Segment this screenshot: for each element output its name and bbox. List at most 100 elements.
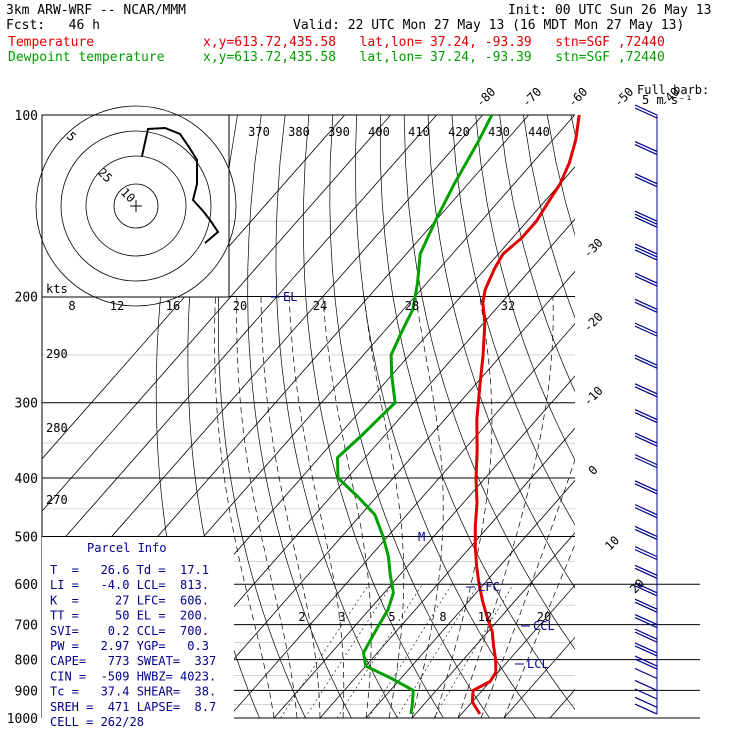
- wind-barb: [634, 480, 658, 492]
- isotherm: [181, 270, 575, 718]
- wind-barbs: [634, 104, 658, 715]
- hodograph-ring: [113, 183, 159, 229]
- theta-left-label: 280: [46, 421, 68, 435]
- valid-time: Valid: 22 UTC Mon 27 May 13 (16 MDT Mon …: [293, 18, 685, 33]
- wind-barb: [634, 435, 658, 447]
- pressure-tick-label: 900: [15, 684, 38, 699]
- wind-barb: [634, 564, 658, 576]
- hodograph-trace: [141, 126, 220, 244]
- dry-adiabat: [354, 115, 536, 718]
- full-barb-legend: Full barb:: [637, 83, 709, 97]
- wind-barb: [634, 483, 658, 495]
- parcel-info-row: T = 26.6 Td = 17.1: [50, 563, 209, 577]
- pressure-tick-label: 700: [15, 619, 38, 634]
- isotherm: [411, 532, 575, 718]
- hodograph-ring: [60, 130, 212, 282]
- mixing-ratio-line: [280, 584, 370, 718]
- mixing-ratio-line: [336, 584, 423, 718]
- wind-barb: [634, 528, 658, 541]
- isotherm-label: -20: [581, 310, 606, 335]
- moist-adiabat: [503, 543, 575, 718]
- wind-barb: [634, 617, 658, 629]
- parcel-info-row: LI = -4.0 LCL= 813.: [50, 578, 209, 592]
- wind-barb: [634, 628, 658, 640]
- wind-barb: [634, 507, 658, 519]
- parcel-info-row: CELL = 262/28: [50, 715, 144, 729]
- wind-barb: [634, 504, 658, 516]
- theta-label: 410: [408, 125, 430, 139]
- mixing-ratio-upper-label: 16: [166, 299, 180, 313]
- dry-adiabat: [619, 115, 740, 718]
- dry-adiabat: [217, 115, 306, 718]
- dry-adiabat: [595, 115, 740, 718]
- mixing-ratio-upper-label: 28: [405, 299, 419, 313]
- pressure-tick-label: 500: [15, 530, 38, 545]
- pressure-tick-label: 600: [15, 578, 38, 593]
- wind-barb: [634, 357, 658, 369]
- isotherm: [42, 115, 345, 460]
- el-marker: EL: [283, 290, 297, 304]
- hodograph-ring: [85, 155, 187, 257]
- pressure-tick-label: 200: [15, 291, 38, 306]
- wind-barb: [634, 354, 658, 366]
- wind-barb: [634, 176, 658, 188]
- wind-barb: [634, 667, 658, 680]
- mixing-ratio-line: [396, 584, 479, 718]
- wind-barb: [634, 454, 658, 466]
- ccl-marker: CCL: [533, 619, 555, 633]
- mixing-ratio-label: 20: [537, 610, 551, 624]
- isotherm: [42, 115, 437, 565]
- wind-barb: [634, 210, 658, 222]
- wind-barb: [634, 601, 658, 613]
- wind-barb: [634, 216, 658, 228]
- dewpoint-location-info: x,y=613.72,435.58 lat,lon= 37.24, -93.39…: [203, 50, 665, 65]
- pressure-tick-label: 300: [15, 397, 38, 412]
- full-barb-unit: 5 m s⁻¹: [642, 93, 693, 107]
- theta-label: 380: [288, 125, 310, 139]
- wind-barb: [634, 645, 658, 657]
- pressure-tick-label: 800: [15, 654, 38, 669]
- temperature-legend: Temperature: [8, 35, 95, 50]
- dry-adiabat: [380, 115, 575, 711]
- moist-adiabat: [236, 296, 298, 718]
- isotherm: [365, 479, 575, 718]
- theta-label: 370: [248, 125, 270, 139]
- moist-adiabat: [260, 296, 321, 718]
- pressure-tick-label: 100: [15, 109, 38, 124]
- mixing-ratio-label: 8: [439, 610, 446, 624]
- parcel-info-bg: [42, 537, 234, 719]
- isotherm: [273, 375, 575, 718]
- mixing-ratio-label: 2: [298, 610, 305, 624]
- hodograph-ring: [35, 105, 237, 307]
- wind-barb: [634, 272, 658, 284]
- wind-barb: [634, 249, 658, 261]
- m-marker: M: [418, 530, 425, 544]
- wind-barb: [634, 412, 658, 424]
- dry-adiabat: [303, 115, 444, 718]
- wind-barb: [634, 144, 658, 156]
- dry-adiabat: [523, 115, 575, 319]
- isotherm-label: -10: [581, 384, 606, 409]
- wind-barb: [634, 409, 658, 421]
- wind-barb: [634, 301, 658, 313]
- wind-barb: [634, 658, 658, 670]
- wind-barb: [634, 275, 658, 287]
- dry-adiabat: [247, 115, 352, 718]
- isotherm: [227, 323, 575, 718]
- dry-adiabat: [403, 115, 575, 650]
- wind-barb: [634, 383, 658, 395]
- dry-adiabat: [427, 115, 575, 589]
- wind-barb: [634, 298, 658, 310]
- theta-label: 400: [368, 125, 390, 139]
- temperature-location-info: x,y=613.72,435.58 lat,lon= 37.24, -93.39…: [203, 35, 665, 50]
- parcel-info-row: SREH = 471 LAPSE= 8.7: [50, 700, 216, 714]
- wind-barb: [634, 525, 658, 538]
- theta-label: 420: [448, 125, 470, 139]
- wind-barb: [634, 655, 658, 667]
- dry-adiabat: [475, 115, 575, 461]
- wind-barb: [634, 642, 658, 654]
- dry-adiabat: [690, 115, 740, 718]
- wind-barb: [634, 696, 658, 708]
- wind-barb: [634, 598, 658, 610]
- parcel-info-row: PW = 2.97 YGP= 0.3: [50, 639, 209, 653]
